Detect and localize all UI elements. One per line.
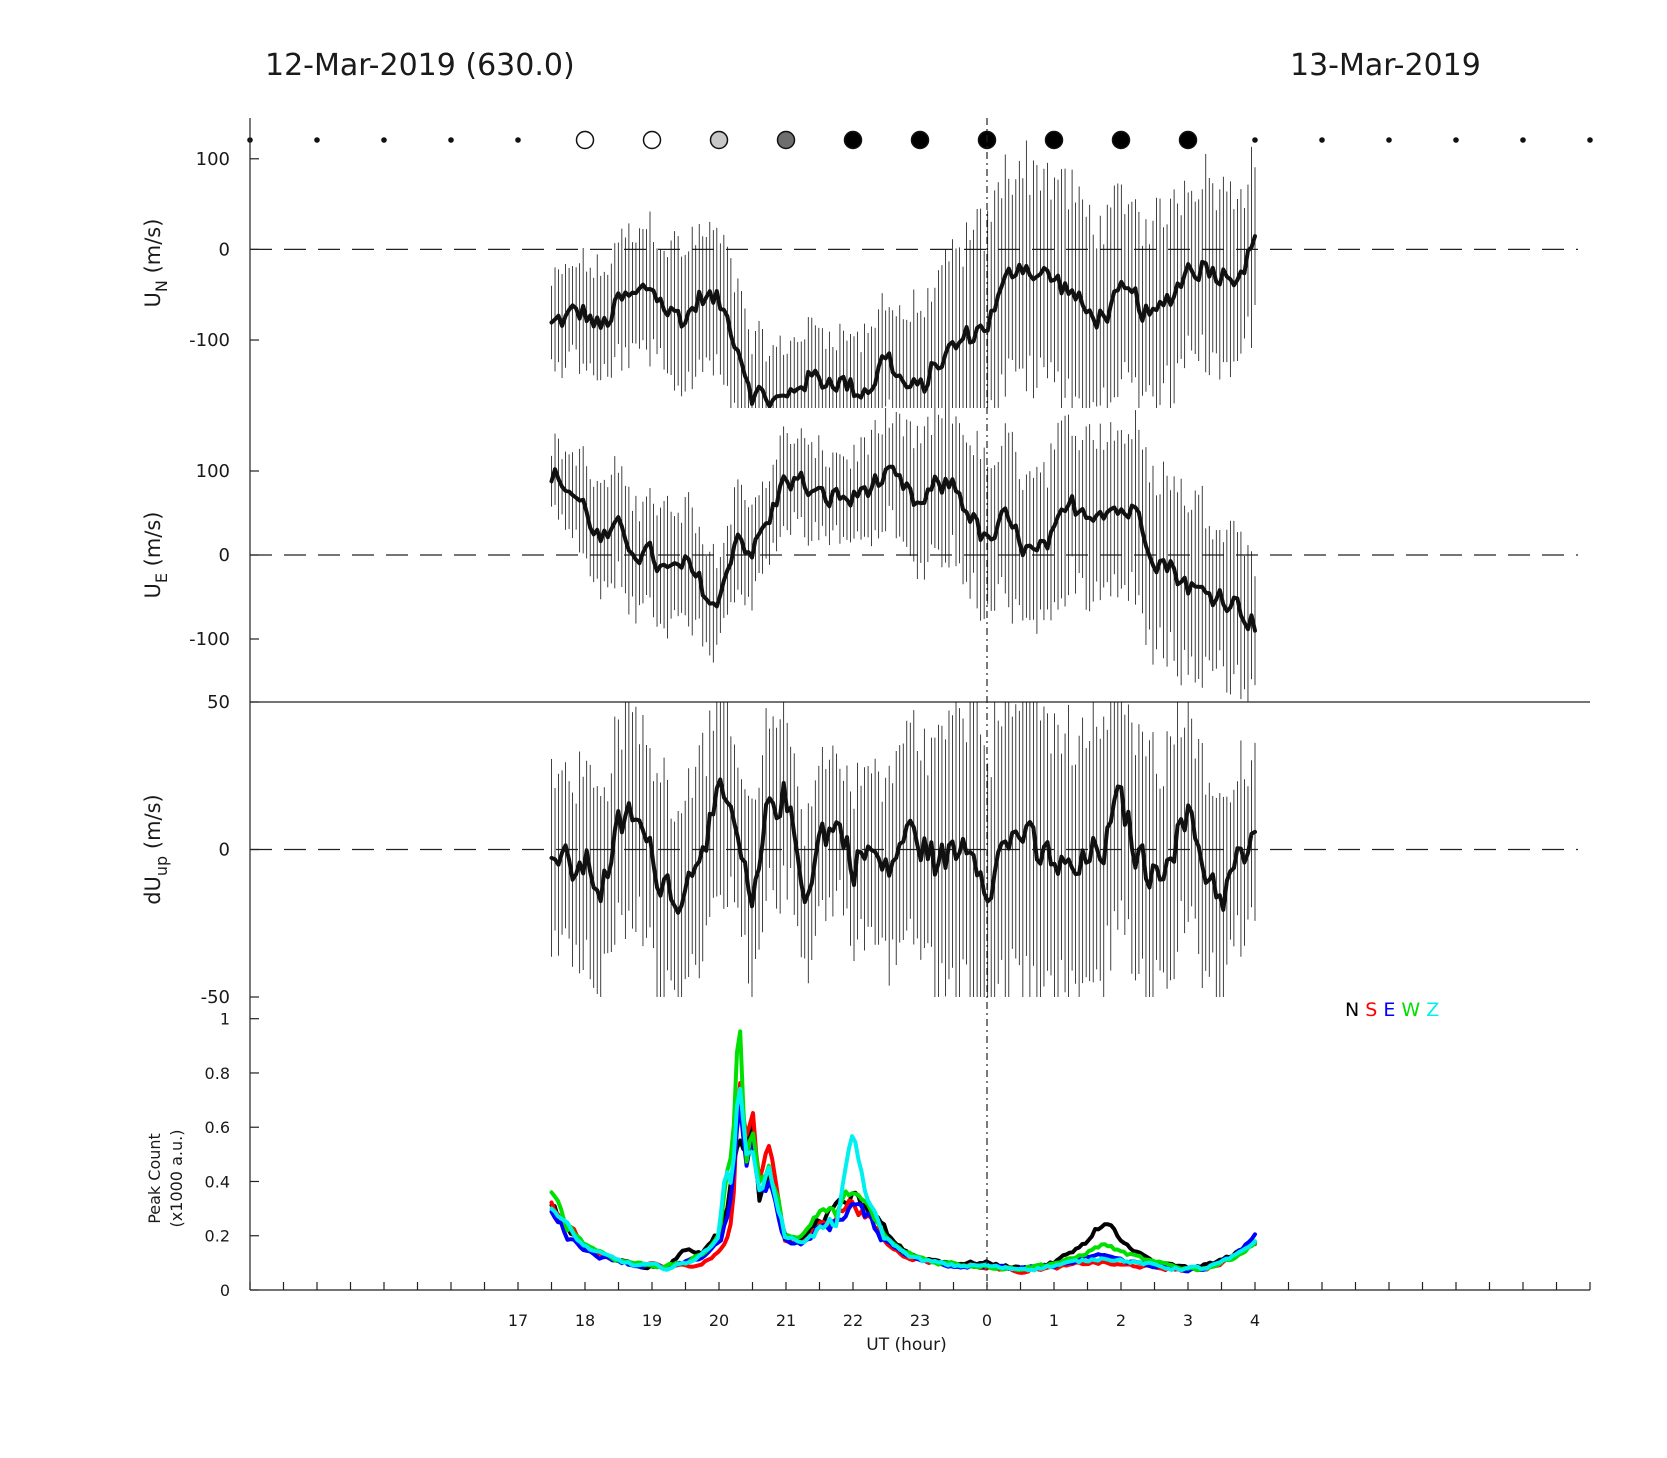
x-tick-label: 3 xyxy=(1183,1311,1193,1330)
x-tick-label: 0 xyxy=(982,1311,992,1330)
legend-entry-s: S xyxy=(1365,999,1383,1021)
y-axis-label: Peak Count xyxy=(145,1133,164,1224)
north-wind-panel: 100 0 -100 UN (m/s) xyxy=(141,118,1578,408)
cloud-cover-marker-full xyxy=(1111,130,1131,150)
cloud-dot-marker xyxy=(1386,137,1392,143)
series-legend: N S E W Z xyxy=(1345,999,1439,1021)
y-tick-label: 0.6 xyxy=(205,1118,230,1137)
cloud-cover-marker-full xyxy=(1044,130,1064,150)
cloud-cover-marker-full xyxy=(910,130,930,150)
x-tick-label: 20 xyxy=(709,1311,729,1330)
x-tick-label: 1 xyxy=(1049,1311,1059,1330)
cloud-cover-marker-medium xyxy=(776,130,796,150)
cloud-dot-marker xyxy=(314,137,320,143)
wind-trace-group xyxy=(549,702,1257,997)
cloud-dot-marker xyxy=(1252,137,1258,143)
cloud-dot-marker xyxy=(515,137,521,143)
y-tick-label: 0 xyxy=(219,545,230,566)
cloud-dot-marker xyxy=(1520,137,1526,143)
y-axis-label: UE (m/s) xyxy=(141,511,171,598)
y-axis-label: dUup (m/s) xyxy=(141,794,171,905)
y-axis-label: UN (m/s) xyxy=(141,219,171,308)
y-tick-label: 0.8 xyxy=(205,1064,230,1083)
cloud-cover-marker-full xyxy=(1178,130,1198,150)
cloud-cover-marker-open xyxy=(575,130,595,150)
cloud-dot-marker xyxy=(1319,137,1325,143)
y-tick-label: 0.4 xyxy=(205,1172,230,1191)
peak-series-w xyxy=(549,1029,1257,1273)
cloud-dot-marker xyxy=(1453,137,1459,143)
y-tick-label: -100 xyxy=(189,330,230,351)
legend-entry-n: N xyxy=(1345,999,1365,1021)
x-tick-label: 4 xyxy=(1250,1311,1260,1330)
date-title-right: 13-Mar-2019 xyxy=(1290,48,1481,83)
x-axis-label: UT (hour) xyxy=(866,1335,946,1355)
y-tick-label: 0 xyxy=(219,840,230,861)
peak-series-group xyxy=(549,1029,1257,1275)
peak-series-n xyxy=(549,1116,1257,1271)
wind-series-line xyxy=(549,777,1257,915)
x-tick-label: 21 xyxy=(776,1311,796,1330)
x-tick-label: 17 xyxy=(508,1311,528,1330)
legend-entry-w: W xyxy=(1401,999,1426,1021)
legend-entry-e: E xyxy=(1383,999,1401,1021)
y-tick-label: -100 xyxy=(189,629,230,650)
y-tick-label: 1 xyxy=(220,1010,230,1029)
x-tick-label: 22 xyxy=(843,1311,863,1330)
vertical-wind-panel: 50 0 -50 dUup (m/s) xyxy=(141,692,1590,1008)
cloud-dot-marker xyxy=(1587,137,1593,143)
cloud-dot-marker xyxy=(448,137,454,143)
wind-trace-group xyxy=(549,140,1257,408)
cloud-cover-marker-full xyxy=(843,130,863,150)
y-tick-label: 100 xyxy=(196,461,230,482)
cloud-cover-marker-open xyxy=(642,130,662,150)
y-tick-label: 0.2 xyxy=(205,1227,230,1246)
east-wind-panel: 100 0 -100 UE (m/s) xyxy=(141,408,1578,702)
y-tick-label: 0 xyxy=(219,239,230,260)
x-tick-label: 19 xyxy=(642,1311,662,1330)
y-tick-label: 0 xyxy=(220,1281,230,1300)
peak-series-s xyxy=(549,1081,1257,1275)
cloud-cover-marker-light xyxy=(709,130,729,150)
wind-series-line xyxy=(549,234,1257,408)
y-tick-label: 100 xyxy=(196,149,230,170)
y-tick-label: -50 xyxy=(201,987,230,1008)
cloud-dot-marker xyxy=(381,137,387,143)
date-title-left: 12-Mar-2019 (630.0) xyxy=(265,48,575,83)
peak-series-z xyxy=(549,1086,1257,1273)
wind-series-line xyxy=(549,464,1257,633)
y-tick-label: 50 xyxy=(207,692,230,713)
x-tick-label: 2 xyxy=(1116,1311,1126,1330)
x-tick-label: 23 xyxy=(910,1311,930,1330)
legend-entry-z: Z xyxy=(1426,999,1439,1021)
wind-trace-group xyxy=(549,408,1257,702)
cloud-indicator-row xyxy=(247,130,1593,150)
y-axis-label-units: (x1000 a.u.) xyxy=(167,1130,186,1228)
x-tick-label: 18 xyxy=(575,1311,595,1330)
